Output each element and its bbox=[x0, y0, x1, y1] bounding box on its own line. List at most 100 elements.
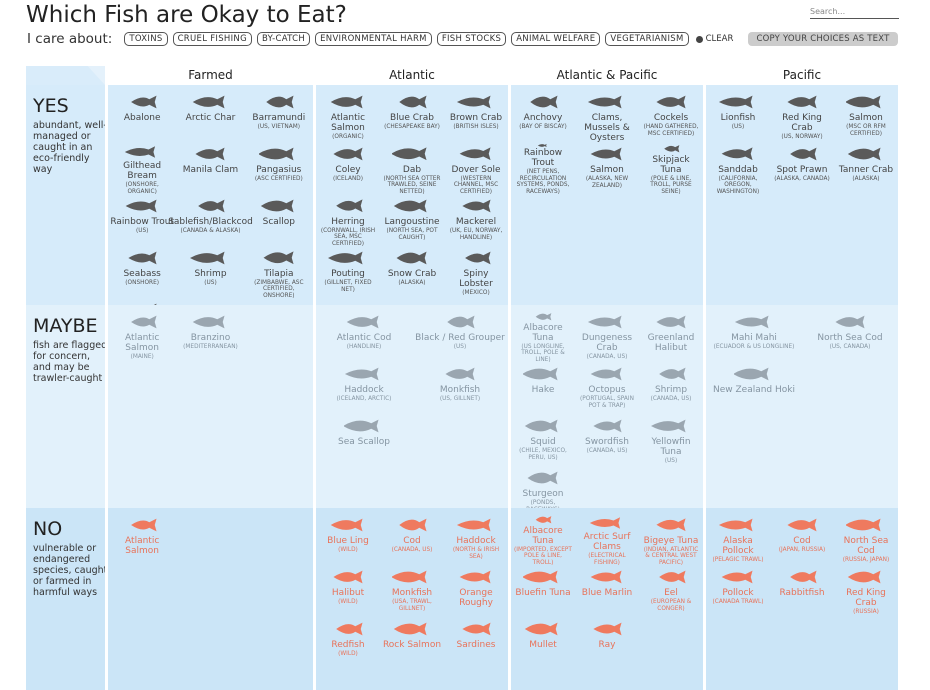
fish-item[interactable]: Mahi Mahi (ECUADOR & US LONGLINE) bbox=[706, 311, 802, 363]
fish-item[interactable]: Halibut (WILD) bbox=[316, 566, 380, 618]
search-input[interactable]: Search... bbox=[810, 7, 899, 19]
table-cell: Lionfish (US) Red King Crab (US, NORWAY) Sal… bbox=[703, 85, 898, 305]
fish-item[interactable]: Haddock (ICELAND, ARCTIC) bbox=[316, 363, 412, 415]
fish-item[interactable]: New Zealand Hoki bbox=[706, 363, 802, 415]
fish-item[interactable]: Atlantic Salmon (ORGANIC) bbox=[316, 91, 380, 143]
fish-item[interactable]: Pouting (GILLNET, FIXED NET) bbox=[316, 247, 380, 299]
fish-item[interactable]: Coley (ICELAND) bbox=[316, 143, 380, 195]
fish-item[interactable]: Dab (NORTH SEA OTTER TRAWLED, SEINE NETTE… bbox=[380, 143, 444, 195]
fish-item[interactable]: Rainbow Trout (NET PENS, RECIRCULATION SY… bbox=[511, 143, 575, 195]
fish-item[interactable]: Pangasius (ASC CERTIFIED) bbox=[245, 143, 313, 195]
fish-item[interactable]: Spot Prawn (ALASKA, CANADA) bbox=[770, 143, 834, 195]
filter-pill[interactable]: FISH STOCKS bbox=[436, 32, 507, 46]
fish-item[interactable]: Salmon (ALASKA, NEW ZEALAND) bbox=[575, 143, 639, 195]
fish-item[interactable]: Ray bbox=[575, 618, 639, 670]
filter-pill[interactable]: ENVIRONMENTAL HARM bbox=[315, 32, 432, 46]
fish-item[interactable]: Branzino (MEDITERRANEAN) bbox=[176, 311, 244, 363]
fish-item[interactable]: Shrimp (CANADA, US) bbox=[639, 363, 703, 415]
fish-item[interactable]: Albacore Tuna (IMPORTED, EXCEPT POLE & LI… bbox=[511, 514, 575, 566]
fish-item[interactable]: Rock Salmon bbox=[380, 618, 444, 670]
fish-item[interactable]: Abalone bbox=[108, 91, 176, 143]
fish-item[interactable]: North Sea Cod (US, CANADA) bbox=[802, 311, 898, 363]
fish-item[interactable]: Red King Crab (RUSSIA) bbox=[834, 566, 898, 618]
filter-pill[interactable]: CRUEL FISHING bbox=[172, 32, 252, 46]
filter-pill[interactable]: VEGETARIANISM bbox=[605, 32, 689, 46]
fish-item[interactable]: Atlantic Salmon (MAINE) bbox=[108, 311, 176, 363]
fish-item[interactable]: Spiny Lobster (MEXICO) bbox=[444, 247, 508, 299]
fish-item[interactable]: Dungeness Crab (CANADA, US) bbox=[575, 311, 639, 363]
fish-item[interactable]: Cod (CANADA, US) bbox=[380, 514, 444, 566]
fish-item[interactable]: Langoustine (NORTH SEA, POT CAUGHT) bbox=[380, 195, 444, 247]
fish-item[interactable]: Mullet bbox=[511, 618, 575, 670]
fish-item[interactable]: Blue Marlin bbox=[575, 566, 639, 618]
fish-item[interactable]: Sea Scallop bbox=[316, 415, 412, 467]
filter-pill[interactable]: TOXINS bbox=[124, 32, 168, 46]
fish-shape bbox=[263, 251, 294, 265]
fish-item[interactable]: Black / Red Grouper (US) bbox=[412, 311, 508, 363]
fish-item[interactable]: Sanddab (CALIFORNIA, OREGON, WASHINGTON) bbox=[706, 143, 770, 195]
fish-name: Cockels bbox=[653, 113, 689, 123]
fish-note: (JAPAN, RUSSIA) bbox=[778, 547, 826, 553]
fish-item[interactable]: Octopus (PORTUGAL, SPAIN POT & TRAP) bbox=[575, 363, 639, 415]
fish-item[interactable]: Sablefish/Blackcod (CANADA & ALASKA) bbox=[168, 195, 253, 247]
fish-item[interactable]: Albacore Tuna (US LONGLINE, TROLL, POLE &… bbox=[511, 311, 575, 363]
filter-pill[interactable]: ANIMAL WELFARE bbox=[511, 32, 601, 46]
fish-item[interactable]: Gilthead Bream (ONSHORE, ORGANIC) bbox=[108, 143, 176, 195]
fish-item[interactable]: Snow Crab (ALASKA) bbox=[380, 247, 444, 299]
fish-item[interactable]: Swordfish (CANADA, US) bbox=[575, 415, 639, 467]
fish-item[interactable]: Turbot(ONSHORE) bbox=[108, 299, 176, 305]
fish-item[interactable]: North Sea Cod (RUSSIA, JAPAN) bbox=[834, 514, 898, 566]
fish-item[interactable]: Sardines bbox=[444, 618, 508, 670]
clear-button[interactable]: CLEAR bbox=[695, 34, 733, 44]
fish-item[interactable]: Dover Sole (WESTERN CHANNEL, MSC CERTIFIE… bbox=[444, 143, 508, 195]
fish-item[interactable]: Yellowfin Tuna (US) bbox=[639, 415, 703, 467]
fish-item[interactable]: Haddock (NORTH & IRISH SEA) bbox=[444, 514, 508, 566]
fish-item[interactable]: Brown Crab (BRITISH ISLES) bbox=[444, 91, 508, 143]
fish-icon bbox=[590, 147, 622, 161]
fish-item[interactable]: Squid (CHILE, MEXICO, PERU, US) bbox=[511, 415, 575, 467]
fish-item[interactable]: Atlantic Cod (HANDLINE) bbox=[316, 311, 412, 363]
fish-item[interactable]: Salmon (MSC OR RFM CERTIFIED) bbox=[834, 91, 898, 143]
fish-item[interactable]: Bigeye Tuna (INDIAN, ATLANTIC & CENTRAL W… bbox=[639, 514, 703, 566]
fish-item[interactable]: Cod (JAPAN, RUSSIA) bbox=[770, 514, 834, 566]
fish-item[interactable]: Mackerel (UK, EU, NORWAY, HANDLINE) bbox=[444, 195, 508, 247]
fish-item[interactable]: Lionfish (US) bbox=[706, 91, 770, 143]
fish-item[interactable]: Blue Crab (CHESAPEAKE BAY) bbox=[380, 91, 444, 143]
fish-icon bbox=[535, 313, 552, 321]
fish-note: (ICELAND) bbox=[332, 176, 364, 182]
fish-item[interactable]: Blue Ling (WILD) bbox=[316, 514, 380, 566]
fish-item[interactable]: Manila Clam bbox=[176, 143, 244, 195]
fish-item[interactable]: Tilapia (ZIMBABWE, ASC CERTIFIED, ONSHORE… bbox=[245, 247, 313, 299]
fish-name: Octopus bbox=[588, 385, 626, 395]
fish-item[interactable]: Eel (EUROPEAN & CONGER) bbox=[639, 566, 703, 618]
fish-name: Pollock bbox=[722, 588, 754, 598]
fish-item[interactable]: Alaska Pollock (PELAGIC TRAWL) bbox=[706, 514, 770, 566]
fish-item[interactable]: Hake bbox=[511, 363, 575, 415]
fish-item[interactable]: Orange Roughy bbox=[444, 566, 508, 618]
fish-item[interactable]: Atlantic Salmon bbox=[108, 514, 176, 566]
fish-item[interactable]: Barramundi (US, VIETNAM) bbox=[245, 91, 313, 143]
fish-item[interactable]: Cockels (HAND GATHERED, MSC CERTIFIED) bbox=[639, 91, 703, 143]
fish-item[interactable]: Arctic Char bbox=[176, 91, 244, 143]
copy-button[interactable]: COPY YOUR CHOICES AS TEXT bbox=[748, 32, 898, 46]
fish-item[interactable]: Scallop bbox=[245, 195, 313, 247]
fish-item[interactable]: Bluefin Tuna bbox=[511, 566, 575, 618]
fish-item[interactable]: Shrimp (US) bbox=[176, 247, 244, 299]
fish-item[interactable]: Monkfish (US, GILLNET) bbox=[412, 363, 508, 415]
fish-item[interactable]: Arctic Surf Clams (ELECTRICAL FISHING) bbox=[575, 514, 639, 566]
fish-item[interactable]: Herring (CORNWALL, IRISH SEA, MSC CERTIFI… bbox=[316, 195, 380, 247]
fish-item[interactable]: Sturgeon(PONDS, RACEWAYS) bbox=[511, 467, 575, 508]
fish-item[interactable]: Skipjack Tuna (POLE & LINE, TROLL, PURSE … bbox=[639, 143, 703, 195]
fish-item[interactable]: Rainbow Trout (US) bbox=[108, 195, 176, 247]
fish-item[interactable]: Tanner Crab (ALASKA) bbox=[834, 143, 898, 195]
fish-item[interactable]: Pollock (CANADA TRAWL) bbox=[706, 566, 770, 618]
fish-item[interactable]: Greenland Halibut bbox=[639, 311, 703, 363]
filter-pill[interactable]: BY-CATCH bbox=[256, 32, 311, 46]
fish-item[interactable]: Rabbitfish bbox=[770, 566, 834, 618]
fish-item[interactable]: Seabass (ONSHORE) bbox=[108, 247, 176, 299]
fish-item[interactable]: Monkfish (USA, TRAWL, GILLNET) bbox=[380, 566, 444, 618]
fish-item[interactable]: Red King Crab (US, NORWAY) bbox=[770, 91, 834, 143]
fish-item[interactable]: Clams, Mussels & Oysters bbox=[575, 91, 639, 143]
fish-item[interactable]: Redfish (WILD) bbox=[316, 618, 380, 670]
fish-item[interactable]: Anchovy (BAY OF BISCAY) bbox=[511, 91, 575, 143]
